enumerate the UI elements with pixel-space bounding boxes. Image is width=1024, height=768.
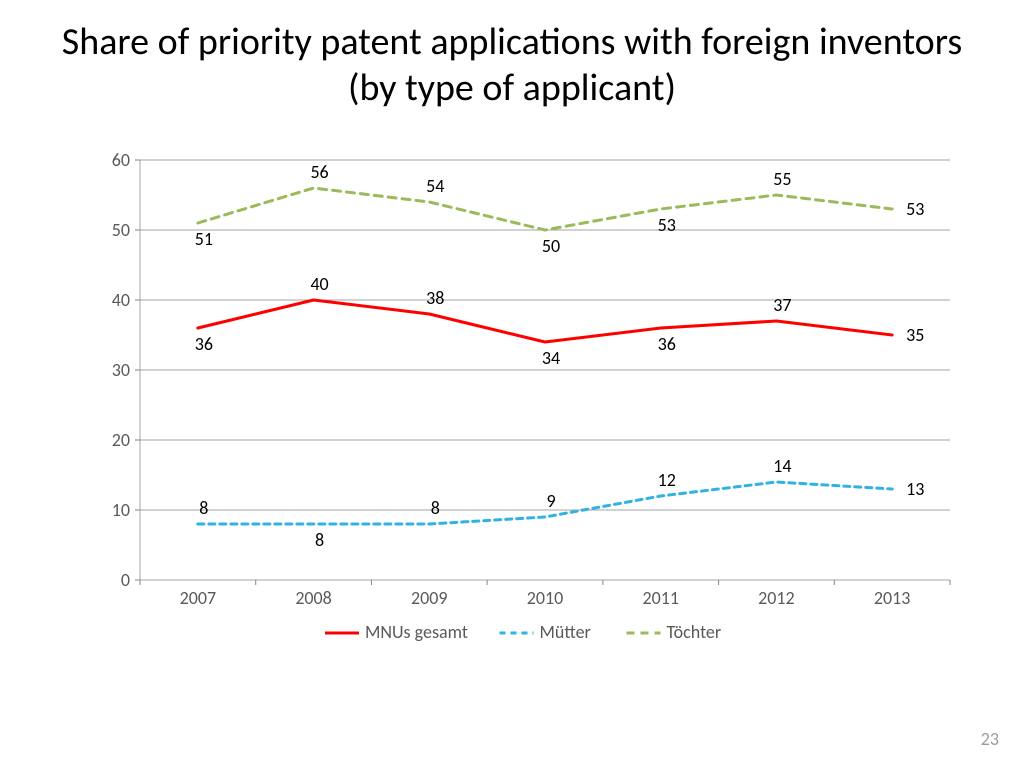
svg-text:36: 36	[658, 333, 676, 355]
page-number: 23	[981, 728, 999, 750]
svg-text:53: 53	[658, 214, 676, 236]
svg-text:2009: 2009	[411, 587, 448, 609]
line-chart: 0 10 20 30 40 50 60 2007 2008 2009 2010 2011 2012 201…	[80, 150, 960, 670]
svg-text:53: 53	[906, 198, 924, 220]
svg-text:2010: 2010	[527, 587, 564, 609]
svg-text:8: 8	[431, 497, 440, 519]
svg-text:Töchter: Töchter	[667, 621, 722, 643]
slide: Share of priority patent applications wi…	[0, 0, 1024, 768]
svg-text:50: 50	[112, 219, 130, 241]
svg-text:36: 36	[195, 333, 213, 355]
svg-text:12: 12	[658, 469, 676, 491]
svg-text:2013: 2013	[874, 587, 911, 609]
svg-text:10: 10	[112, 499, 130, 521]
svg-text:0: 0	[121, 569, 130, 591]
svg-text:51: 51	[195, 228, 213, 250]
chart-svg: 0 10 20 30 40 50 60 2007 2008 2009 2010 2011 2012 201…	[80, 150, 960, 670]
svg-text:2008: 2008	[295, 587, 332, 609]
svg-text:50: 50	[542, 235, 560, 257]
svg-text:Mütter: Mütter	[540, 621, 591, 643]
svg-text:MNUs gesamt: MNUs gesamt	[365, 621, 468, 643]
svg-text:2011: 2011	[642, 587, 679, 609]
svg-text:8: 8	[199, 497, 208, 519]
svg-text:40: 40	[112, 289, 130, 311]
slide-title: Share of priority patent applications wi…	[40, 20, 984, 111]
svg-text:34: 34	[542, 347, 560, 369]
svg-text:35: 35	[906, 324, 924, 346]
svg-text:14: 14	[773, 455, 791, 477]
svg-text:60: 60	[112, 150, 130, 171]
svg-text:2007: 2007	[180, 587, 217, 609]
svg-text:30: 30	[112, 359, 130, 381]
svg-text:40: 40	[310, 273, 328, 295]
svg-text:8: 8	[315, 529, 324, 551]
svg-text:38: 38	[426, 287, 444, 309]
svg-text:13: 13	[906, 478, 924, 500]
svg-text:37: 37	[773, 294, 791, 316]
svg-text:56: 56	[310, 161, 328, 183]
svg-text:55: 55	[773, 168, 791, 190]
svg-text:20: 20	[112, 429, 130, 451]
svg-text:54: 54	[426, 175, 444, 197]
svg-text:2012: 2012	[758, 587, 795, 609]
svg-text:9: 9	[546, 490, 555, 512]
